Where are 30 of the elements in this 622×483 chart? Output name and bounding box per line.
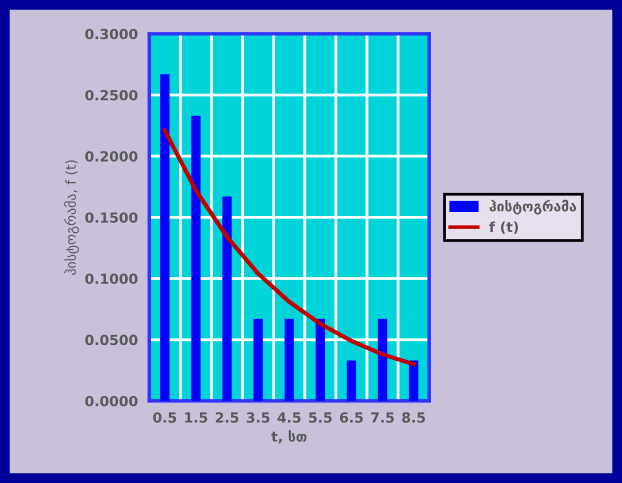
x-tick-label: 1.5 bbox=[185, 412, 208, 423]
x-tick-label: 8.5 bbox=[402, 412, 425, 423]
x-tick-label: 3.5 bbox=[246, 412, 270, 423]
bar bbox=[160, 74, 170, 401]
x-tick-label: 7.5 bbox=[371, 412, 394, 423]
bar bbox=[284, 318, 294, 401]
bar bbox=[222, 196, 232, 401]
y-tick-label: 0.2500 bbox=[85, 90, 138, 100]
bar bbox=[378, 318, 388, 401]
y-tick-label: 0.1500 bbox=[85, 212, 138, 223]
x-axis-title: t, სთ bbox=[271, 430, 307, 444]
x-tick-label: 6.5 bbox=[340, 412, 363, 423]
bar bbox=[191, 116, 201, 401]
bar bbox=[316, 318, 325, 401]
line-series bbox=[162, 128, 416, 366]
y-axis-title: ჰისტოგრამა, f (t) bbox=[64, 160, 80, 275]
bar bbox=[346, 360, 356, 401]
bar bbox=[253, 318, 263, 401]
y-tick-label: 0.1000 bbox=[85, 274, 138, 284]
x-tick-label: 5.5 bbox=[309, 412, 332, 423]
x-tick-label: 0.5 bbox=[153, 412, 176, 423]
y-tick-label: 0.0500 bbox=[85, 334, 138, 346]
y-tick-label: 0.3000 bbox=[85, 28, 138, 40]
y-tick-label: 0.0000 bbox=[85, 396, 138, 406]
x-tick-label: 4.5 bbox=[278, 412, 301, 423]
bar bbox=[408, 360, 418, 401]
y-tick-label: 0.2000 bbox=[85, 151, 138, 162]
legend-label: f (t) bbox=[489, 221, 518, 234]
legend-label: ჰისტოგრამა bbox=[490, 200, 576, 215]
x-tick-label: 2.5 bbox=[216, 412, 238, 423]
